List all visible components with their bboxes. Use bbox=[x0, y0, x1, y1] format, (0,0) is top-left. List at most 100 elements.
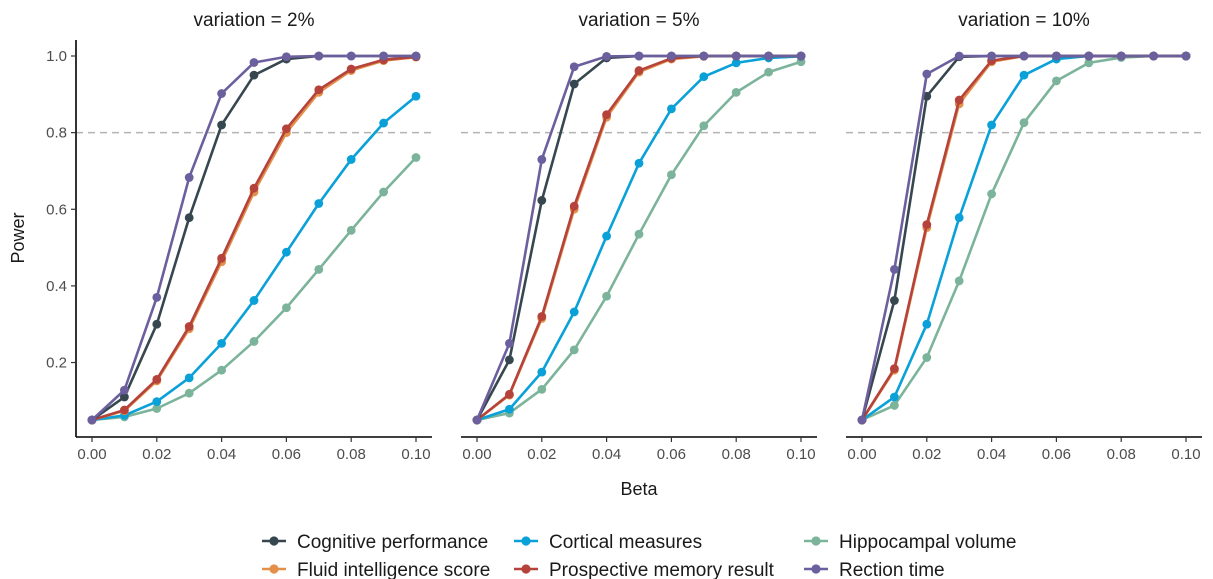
x-axis-title: Beta bbox=[620, 479, 658, 499]
data-point bbox=[1149, 51, 1158, 61]
data-point bbox=[537, 155, 547, 164]
data-point bbox=[184, 373, 194, 383]
series-line bbox=[91, 54, 416, 421]
data-point bbox=[346, 64, 356, 74]
data-point bbox=[346, 225, 356, 235]
data-point bbox=[217, 89, 227, 98]
legend-label: Cognitive performance bbox=[297, 532, 488, 553]
data-point bbox=[379, 118, 388, 128]
data-point bbox=[152, 397, 162, 407]
legend-label: Prospective memory result bbox=[549, 560, 775, 579]
data-point bbox=[764, 67, 773, 77]
data-point bbox=[249, 296, 259, 305]
data-point bbox=[1084, 51, 1094, 61]
data-point bbox=[217, 338, 227, 348]
data-point bbox=[184, 173, 194, 182]
x-tick-label: 0.10 bbox=[1171, 446, 1200, 463]
panel-title: variation = 2% bbox=[194, 10, 315, 31]
data-point bbox=[634, 51, 644, 61]
x-tick-label: 0.06 bbox=[1042, 446, 1071, 463]
data-point bbox=[282, 247, 291, 257]
legend-label: Cortical measures bbox=[549, 532, 702, 553]
data-point bbox=[282, 52, 291, 62]
data-point bbox=[505, 404, 514, 414]
legend-label: Hippocampal volume bbox=[839, 532, 1016, 553]
data-point bbox=[890, 392, 899, 402]
y-tick-label: 0.8 bbox=[46, 125, 67, 142]
data-point bbox=[634, 158, 644, 168]
data-point bbox=[667, 170, 676, 180]
data-point bbox=[954, 51, 964, 61]
data-point bbox=[217, 253, 227, 263]
data-point bbox=[184, 322, 194, 331]
series-line bbox=[91, 156, 417, 422]
data-point bbox=[411, 51, 421, 61]
series-line bbox=[860, 54, 1186, 421]
series-line bbox=[860, 54, 1186, 421]
data-point bbox=[890, 401, 899, 410]
data-point bbox=[1052, 51, 1061, 61]
series-line bbox=[860, 54, 1186, 421]
x-tick-label: 0.00 bbox=[847, 446, 876, 463]
data-point bbox=[120, 392, 129, 402]
x-tick-label: 0.08 bbox=[337, 446, 366, 463]
x-tick-label: 0.04 bbox=[592, 446, 621, 463]
data-point bbox=[922, 319, 932, 329]
data-point bbox=[634, 229, 644, 239]
data-point bbox=[249, 58, 259, 67]
data-point bbox=[314, 199, 324, 208]
data-point bbox=[1084, 58, 1094, 68]
data-point bbox=[1019, 51, 1029, 61]
data-point bbox=[954, 213, 964, 223]
x-tick-label: 0.10 bbox=[401, 446, 430, 463]
data-point bbox=[152, 292, 162, 302]
x-tick-label: 0.04 bbox=[977, 446, 1006, 463]
y-tick-label: 0.6 bbox=[46, 201, 67, 218]
data-point bbox=[282, 124, 291, 134]
data-point bbox=[379, 51, 388, 61]
data-point bbox=[699, 72, 709, 82]
data-point bbox=[472, 415, 482, 425]
data-point bbox=[569, 62, 579, 72]
series-line bbox=[91, 54, 416, 422]
data-point bbox=[634, 66, 644, 75]
data-point bbox=[217, 120, 227, 130]
data-point bbox=[764, 51, 773, 61]
data-point bbox=[857, 415, 867, 425]
data-point bbox=[602, 110, 611, 120]
data-point bbox=[569, 307, 579, 317]
series-line bbox=[861, 54, 1186, 422]
data-point bbox=[184, 213, 194, 223]
data-point bbox=[602, 231, 611, 241]
data-point bbox=[282, 303, 291, 313]
data-point bbox=[249, 70, 259, 80]
data-point bbox=[346, 155, 356, 164]
data-point bbox=[537, 384, 547, 394]
data-point bbox=[699, 121, 709, 131]
data-point bbox=[1019, 70, 1029, 80]
legend-label: Rection time bbox=[839, 560, 945, 579]
data-point bbox=[537, 312, 547, 321]
data-point bbox=[152, 319, 162, 329]
x-tick-label: 0.00 bbox=[462, 446, 491, 463]
x-tick-label: 0.06 bbox=[272, 446, 301, 463]
data-point bbox=[569, 201, 579, 211]
series-line bbox=[91, 55, 417, 422]
data-point bbox=[249, 337, 259, 346]
panel-title: variation = 5% bbox=[579, 10, 700, 31]
x-tick-label: 0.08 bbox=[722, 446, 751, 463]
data-point bbox=[731, 88, 741, 97]
data-point bbox=[890, 364, 899, 374]
data-point bbox=[314, 85, 324, 95]
data-point bbox=[314, 265, 324, 274]
series-line bbox=[476, 60, 802, 422]
data-point bbox=[314, 51, 324, 61]
data-point bbox=[796, 51, 806, 61]
data-point bbox=[87, 415, 97, 425]
series-line bbox=[91, 95, 417, 422]
data-point bbox=[120, 385, 129, 395]
panel-title: variation = 10% bbox=[958, 10, 1090, 31]
legend-key-point bbox=[811, 564, 821, 574]
data-point bbox=[184, 388, 194, 398]
